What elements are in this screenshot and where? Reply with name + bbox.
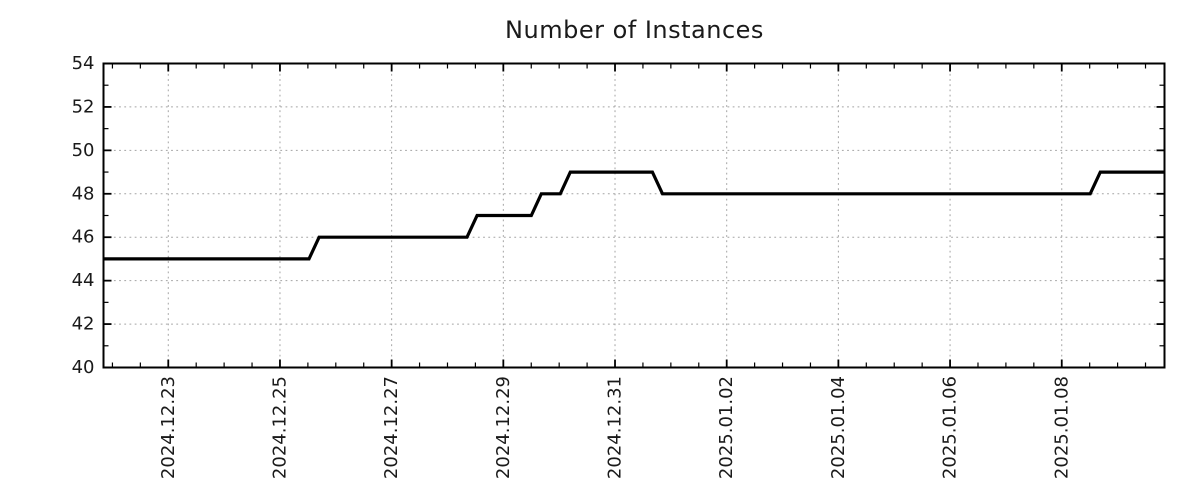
x-tick-label: 2024.12.23 bbox=[158, 376, 179, 479]
x-tick-label: 2024.12.25 bbox=[269, 376, 290, 479]
y-tick-label: 54 bbox=[72, 53, 95, 74]
y-tick-label: 42 bbox=[72, 314, 95, 335]
x-tick-label: 2024.12.31 bbox=[605, 376, 626, 479]
x-tick-label: 2025.01.08 bbox=[1051, 376, 1072, 479]
y-tick-label: 50 bbox=[72, 140, 95, 161]
y-tick-label: 40 bbox=[72, 357, 95, 378]
chart-title: Number of Instances bbox=[505, 16, 764, 44]
plot-border bbox=[102, 62, 1166, 369]
x-tick-label: 2025.01.04 bbox=[828, 376, 849, 479]
x-tick-label: 2025.01.06 bbox=[940, 376, 961, 479]
y-tick-label: 48 bbox=[72, 183, 95, 204]
x-tick-label: 2024.12.29 bbox=[493, 376, 514, 479]
y-tick-label: 44 bbox=[72, 270, 95, 291]
series-line-instances bbox=[103, 170, 1165, 261]
y-tick-label: 52 bbox=[72, 96, 95, 117]
x-tick-label: 2025.01.02 bbox=[716, 376, 737, 479]
y-tick-label: 46 bbox=[72, 227, 95, 248]
x-tick-label: 2024.12.27 bbox=[381, 376, 402, 479]
